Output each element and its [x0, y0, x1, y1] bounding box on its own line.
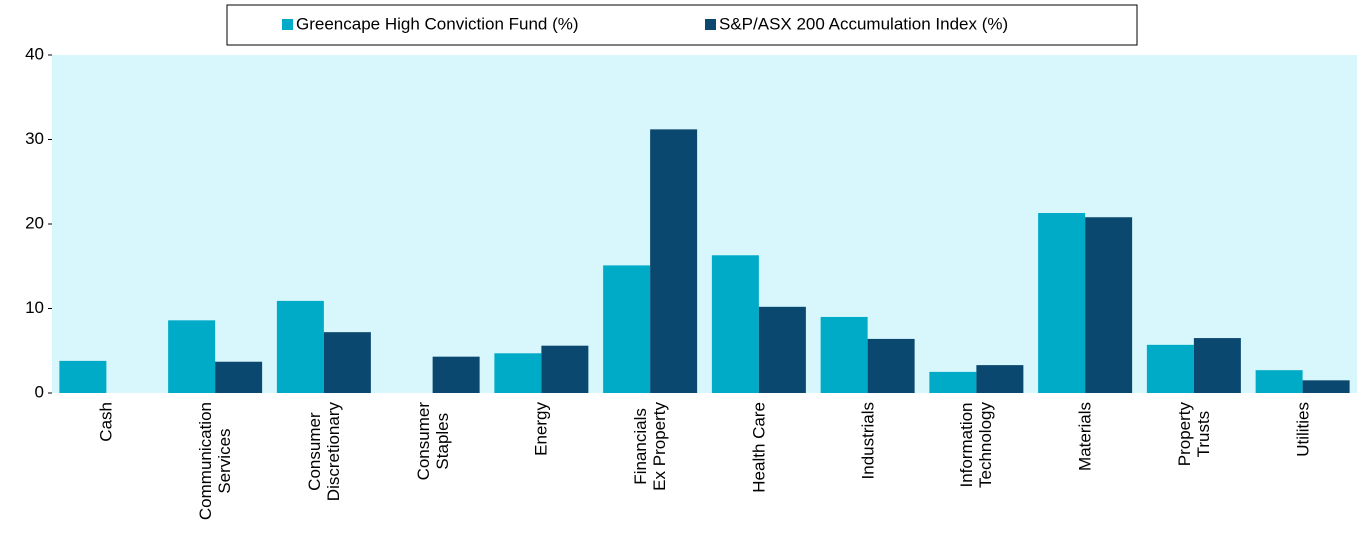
plot-area: [52, 55, 1357, 393]
legend-label: S&P/ASX 200 Accumulation Index (%): [719, 14, 1008, 33]
bar: [976, 365, 1024, 393]
bar: [711, 255, 759, 393]
legend-label: Greencape High Conviction Fund (%): [296, 14, 579, 33]
x-tick-label: Financials Ex Property: [631, 402, 670, 491]
bar: [168, 320, 216, 393]
legend-swatch: [282, 19, 293, 30]
legend-box: [226, 4, 1138, 46]
y-tick-label: 40: [25, 44, 44, 63]
bar: [820, 316, 868, 393]
bar: [323, 332, 371, 393]
bar: [215, 361, 263, 393]
x-tick-label: Property Trusts: [1174, 402, 1213, 467]
y-tick-label: 20: [25, 213, 44, 232]
x-tick-label: Information Technology: [957, 402, 996, 489]
x-tick-label: Cash: [96, 402, 116, 442]
x-tick-label: Industrials: [858, 402, 878, 480]
x-tick-label: Consumer Staples: [413, 402, 452, 481]
x-tick-label: Health Care: [749, 402, 769, 493]
bar: [1085, 217, 1133, 393]
bar: [1193, 338, 1241, 393]
bar: [59, 360, 107, 393]
bar: [650, 129, 698, 394]
bar: [1038, 213, 1086, 393]
x-tick-label: Materials: [1075, 402, 1095, 471]
bar: [1146, 344, 1194, 393]
bar: [758, 306, 806, 393]
bar: [603, 265, 651, 393]
x-tick-label: Consumer Discretionary: [304, 402, 343, 502]
x-tick-label: Communication Services: [196, 402, 235, 521]
y-tick-label: 30: [25, 129, 44, 148]
bar: [494, 353, 542, 393]
x-tick-label: Energy: [531, 402, 551, 456]
y-tick-label: 10: [25, 298, 44, 317]
legend-swatch: [705, 19, 716, 30]
bar: [432, 356, 480, 393]
bar: [541, 345, 589, 393]
y-tick-label: 0: [35, 382, 44, 401]
bar: [276, 300, 324, 393]
x-tick-label: Utilities: [1293, 402, 1313, 457]
bar: [1302, 380, 1350, 393]
bar: [929, 371, 977, 393]
bar: [867, 338, 915, 393]
bar: [1255, 370, 1303, 393]
